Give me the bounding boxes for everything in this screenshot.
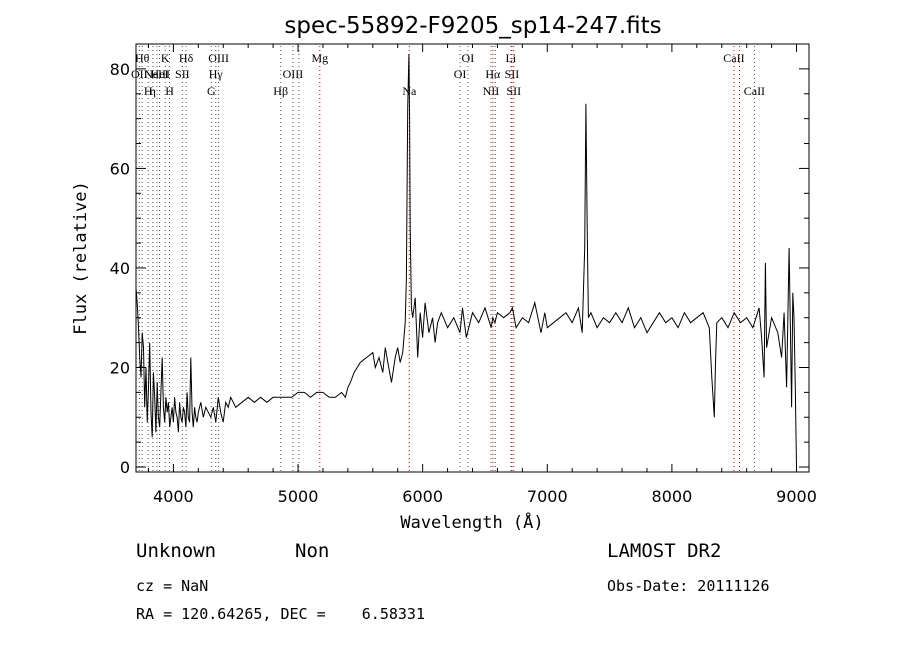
line-marker-label: Hγ bbox=[209, 67, 224, 81]
line-marker-label: OI bbox=[454, 67, 467, 81]
x-tick-label: 8000 bbox=[652, 487, 693, 506]
x-tick-label: 9000 bbox=[776, 487, 817, 506]
line-marker-label: Hβ bbox=[273, 84, 288, 98]
line-marker-label: Mg bbox=[311, 51, 328, 65]
line-marker-label: Hδ bbox=[179, 51, 194, 65]
obs-date: Obs-Date: 20111126 bbox=[607, 577, 770, 595]
line-marker-label: Li bbox=[506, 51, 517, 65]
spectrum-series bbox=[135, 53, 797, 468]
y-tick-label: 0 bbox=[120, 458, 130, 477]
line-marker-label: OIII bbox=[283, 67, 304, 81]
line-marker-label: CaII bbox=[723, 51, 744, 65]
line-marker-label: NeIII bbox=[144, 67, 170, 81]
y-tick-label: 20 bbox=[110, 358, 130, 377]
line-markers: OIIHθHηNeIIIHeIKHSIIHδGHγOIIIHβOIIIMgNaO… bbox=[131, 46, 765, 472]
line-marker-label: SII bbox=[506, 84, 521, 98]
line-marker-label: OII bbox=[131, 67, 148, 81]
y-tick-label: 80 bbox=[110, 60, 130, 79]
survey-name: LAMOST DR2 bbox=[607, 540, 722, 562]
y-axis-label: Flux (relative) bbox=[71, 181, 91, 335]
x-tick-label: 7000 bbox=[527, 487, 568, 506]
line-marker-label: H bbox=[144, 84, 153, 98]
y-tick-label: 60 bbox=[110, 159, 130, 178]
line-marker-label: SII bbox=[175, 67, 190, 81]
line-marker-label: NII bbox=[483, 84, 500, 98]
y-axis: 0 20 40 60 80 bbox=[110, 43, 809, 477]
x-axis-label: Wavelength (Å) bbox=[400, 511, 543, 533]
x-axis: 4000 5000 6000 7000 8000 9000 bbox=[147, 44, 817, 506]
line-marker-label: OI bbox=[462, 51, 475, 65]
line-marker-label: Hα bbox=[485, 67, 501, 81]
y-tick-label: 40 bbox=[110, 259, 130, 278]
line-marker-label: HeI bbox=[151, 67, 169, 81]
chart-title: spec-55892-F9205_sp14-247.fits bbox=[284, 13, 661, 39]
redshift-value: cz = NaN bbox=[136, 577, 209, 595]
line-marker-label: G bbox=[207, 84, 216, 98]
spectrum-line bbox=[135, 53, 797, 468]
object-class: Unknown bbox=[136, 540, 217, 562]
line-marker-label: SII bbox=[505, 67, 520, 81]
line-marker-label: CaII bbox=[744, 84, 765, 98]
line-marker-label: K bbox=[161, 51, 170, 65]
x-tick-label: 5000 bbox=[278, 487, 319, 506]
object-subclass: Non bbox=[295, 540, 330, 562]
plot-frame bbox=[135, 43, 810, 473]
line-marker-label: Hθ bbox=[135, 51, 150, 65]
coordinates: RA = 120.64265, DEC = 6.58331 bbox=[136, 605, 425, 623]
line-marker-label: H bbox=[165, 84, 174, 98]
line-marker-label: η bbox=[150, 84, 156, 98]
x-tick-label: 6000 bbox=[402, 487, 443, 506]
line-marker-label: OIII bbox=[208, 51, 229, 65]
x-tick-label: 4000 bbox=[153, 487, 194, 506]
